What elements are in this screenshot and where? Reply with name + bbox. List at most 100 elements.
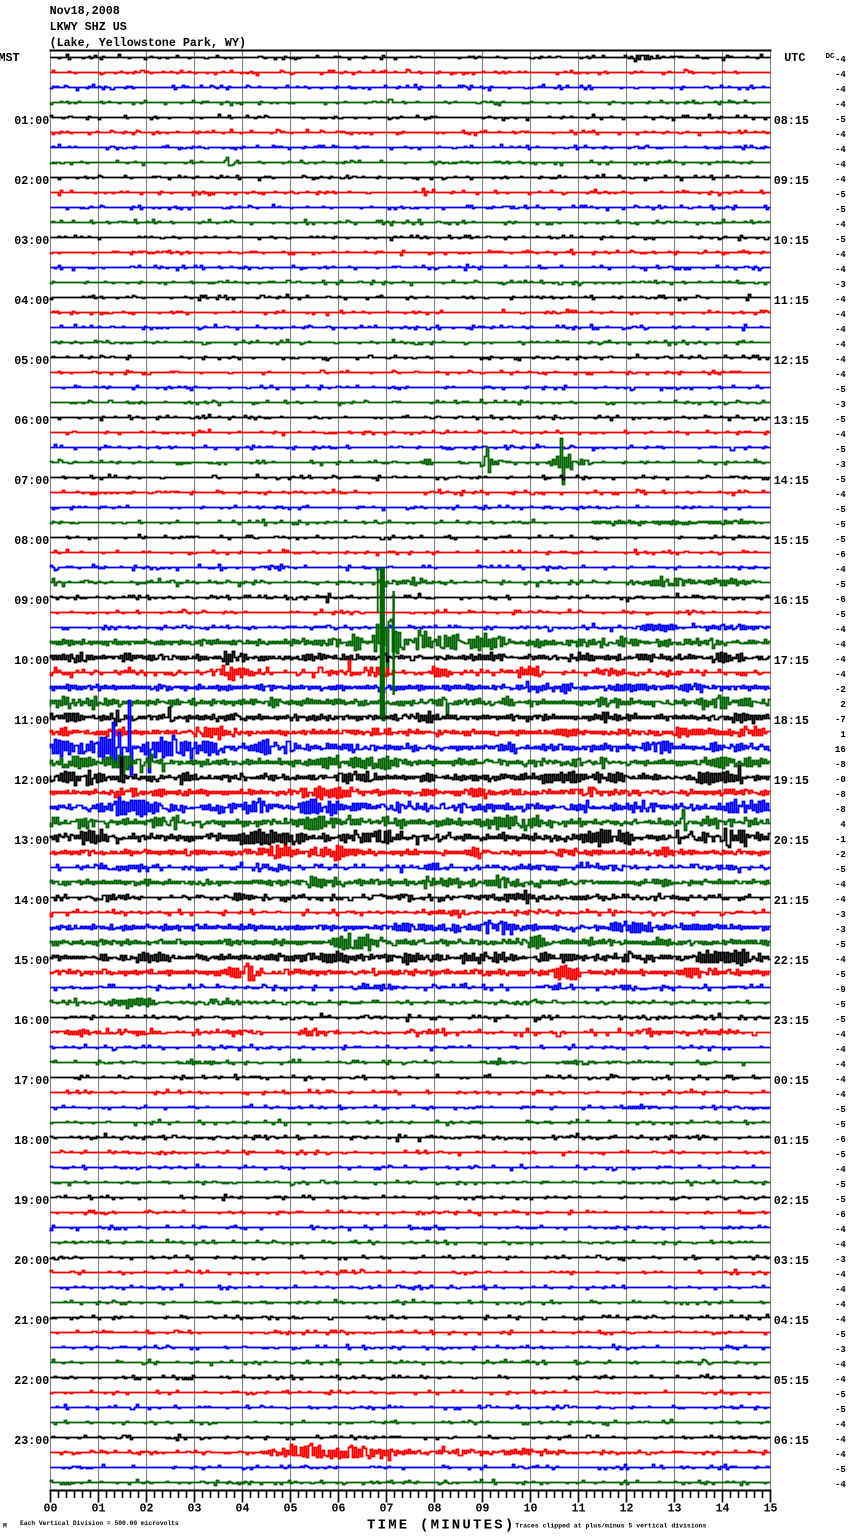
- svg-text:-5: -5: [835, 1330, 846, 1340]
- svg-text:-4: -4: [835, 1300, 846, 1310]
- svg-text:22:15: 22:15: [774, 954, 809, 968]
- svg-text:14:00: 14:00: [14, 894, 49, 908]
- svg-text:-6: -6: [835, 1210, 846, 1220]
- svg-text:-4: -4: [835, 880, 846, 890]
- svg-text:01:15: 01:15: [774, 1134, 809, 1148]
- svg-text:-4: -4: [835, 1090, 846, 1100]
- svg-text:-4: -4: [835, 310, 846, 320]
- svg-text:UTC: UTC: [784, 51, 805, 65]
- svg-text:LKWY SHZ US: LKWY SHZ US: [50, 20, 127, 34]
- svg-text:-5: -5: [835, 1465, 846, 1475]
- svg-text:16:00: 16:00: [14, 1014, 49, 1028]
- svg-text:-5: -5: [835, 1120, 846, 1130]
- svg-text:20:15: 20:15: [774, 834, 809, 848]
- svg-text:-4: -4: [835, 1375, 846, 1385]
- svg-text:-2: -2: [835, 685, 846, 695]
- svg-text:-5: -5: [835, 1195, 846, 1205]
- svg-text:22:00: 22:00: [14, 1374, 49, 1388]
- svg-text:-3: -3: [835, 910, 846, 920]
- svg-text:04:15: 04:15: [774, 1314, 809, 1328]
- svg-text:-3: -3: [835, 1345, 846, 1355]
- svg-text:-3: -3: [835, 280, 846, 290]
- svg-text:02:00: 02:00: [14, 174, 49, 188]
- svg-text:TIME (MINUTES): TIME (MINUTES): [367, 1517, 515, 1533]
- svg-text:06: 06: [332, 1503, 346, 1516]
- svg-text:-4: -4: [835, 1165, 846, 1175]
- svg-text:-5: -5: [835, 1105, 846, 1115]
- svg-text:08: 08: [428, 1503, 442, 1516]
- svg-text:03:15: 03:15: [774, 1254, 809, 1268]
- svg-text:-0: -0: [835, 775, 846, 785]
- svg-text:-5: -5: [835, 415, 846, 425]
- svg-text:15: 15: [764, 1503, 778, 1516]
- svg-text:-8: -8: [835, 805, 846, 815]
- svg-text:-5: -5: [835, 865, 846, 875]
- svg-text:-4: -4: [835, 100, 846, 110]
- svg-text:-4: -4: [835, 640, 846, 650]
- svg-text:16: 16: [835, 745, 846, 755]
- svg-text:Nov18,2008: Nov18,2008: [50, 4, 120, 18]
- svg-text:-5: -5: [835, 535, 846, 545]
- svg-text:10:00: 10:00: [14, 654, 49, 668]
- svg-text:15:00: 15:00: [14, 954, 49, 968]
- svg-text:-4: -4: [835, 1285, 846, 1295]
- svg-text:-4: -4: [835, 265, 846, 275]
- svg-text:-5: -5: [835, 385, 846, 395]
- svg-text:-4: -4: [835, 250, 846, 260]
- svg-text:-5: -5: [835, 205, 846, 215]
- svg-text:-5: -5: [835, 520, 846, 530]
- svg-text:-5: -5: [835, 190, 846, 200]
- svg-text:-4: -4: [835, 1420, 846, 1430]
- svg-text:10:15: 10:15: [774, 234, 809, 248]
- svg-text:-4: -4: [835, 85, 846, 95]
- svg-text:-2: -2: [835, 850, 846, 860]
- svg-text:-6: -6: [835, 1135, 846, 1145]
- svg-text:03:00: 03:00: [14, 234, 49, 248]
- svg-text:-4: -4: [835, 955, 846, 965]
- svg-text:-4: -4: [835, 370, 846, 380]
- svg-text:-6: -6: [835, 550, 846, 560]
- svg-text:-5: -5: [835, 580, 846, 590]
- svg-text:07:00: 07:00: [14, 474, 49, 488]
- svg-text:-4: -4: [835, 295, 846, 305]
- svg-text:-4: -4: [835, 430, 846, 440]
- svg-text:23:00: 23:00: [14, 1434, 49, 1448]
- svg-text:01: 01: [92, 1503, 106, 1516]
- svg-text:-4: -4: [835, 1060, 846, 1070]
- svg-text:11:15: 11:15: [774, 294, 809, 308]
- svg-text:00:15: 00:15: [774, 1074, 809, 1088]
- svg-text:-4: -4: [835, 1075, 846, 1085]
- svg-text:-4: -4: [835, 355, 846, 365]
- svg-text:07: 07: [380, 1503, 394, 1516]
- svg-text:-5: -5: [835, 1150, 846, 1160]
- svg-text:-4: -4: [835, 1435, 846, 1445]
- svg-text:-4: -4: [835, 895, 846, 905]
- svg-text:13:15: 13:15: [774, 414, 809, 428]
- svg-text:-4: -4: [835, 1315, 846, 1325]
- svg-text:-4: -4: [835, 220, 846, 230]
- svg-text:M: M: [3, 1523, 7, 1530]
- svg-text:-3: -3: [835, 1255, 846, 1265]
- svg-text:-4: -4: [835, 1240, 846, 1250]
- svg-text:-4: -4: [835, 1225, 846, 1235]
- svg-text:-5: -5: [835, 475, 846, 485]
- svg-text:-3: -3: [835, 925, 846, 935]
- svg-text:14:15: 14:15: [774, 474, 809, 488]
- svg-text:-3: -3: [835, 460, 846, 470]
- svg-text:-5: -5: [835, 505, 846, 515]
- svg-text:-3: -3: [835, 400, 846, 410]
- svg-text:-4: -4: [835, 490, 846, 500]
- svg-text:-5: -5: [835, 970, 846, 980]
- svg-text:00: 00: [44, 1503, 58, 1516]
- svg-text:21:00: 21:00: [14, 1314, 49, 1328]
- svg-text:-4: -4: [835, 1030, 846, 1040]
- svg-text:08:00: 08:00: [14, 534, 49, 548]
- svg-text:11:00: 11:00: [14, 714, 49, 728]
- svg-text:-5: -5: [835, 1000, 846, 1010]
- svg-text:Traces clipped at plus/minus 5: Traces clipped at plus/minus 5 vertical …: [515, 1523, 706, 1530]
- svg-text:05: 05: [284, 1503, 298, 1516]
- svg-text:04: 04: [236, 1503, 250, 1516]
- svg-text:19:00: 19:00: [14, 1194, 49, 1208]
- svg-text:Each Vertical Division = 500.: Each Vertical Division = 500.00 microvol…: [20, 1520, 179, 1527]
- svg-text:-4: -4: [835, 55, 846, 65]
